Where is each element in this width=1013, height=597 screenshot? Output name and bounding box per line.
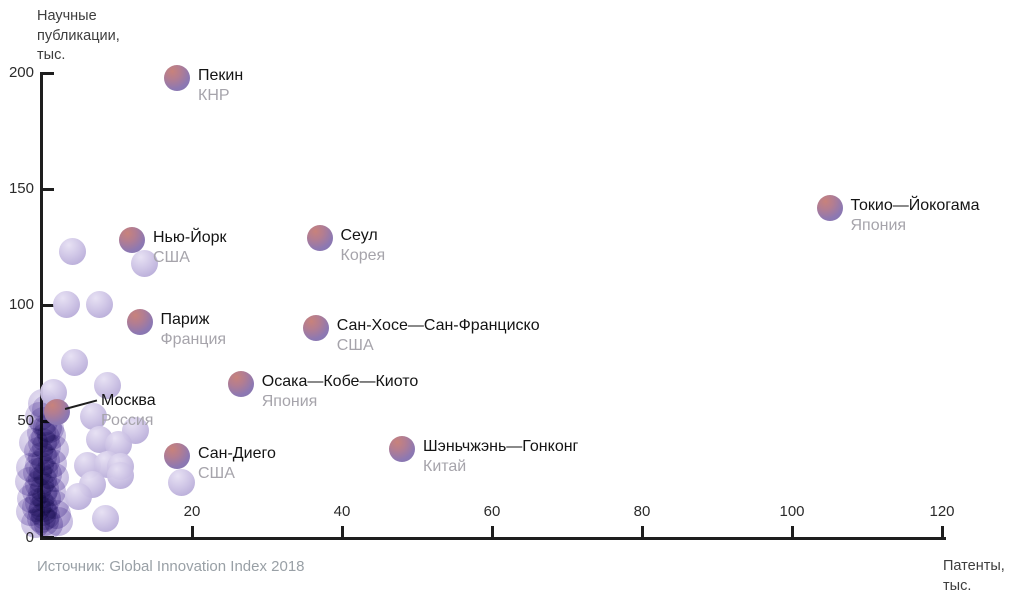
- background-bubble: [60, 348, 88, 376]
- background-bubble: [168, 469, 195, 497]
- x-axis-line: [40, 537, 946, 540]
- country-name: Франция: [160, 330, 227, 348]
- x-axis-tick-label: 60: [483, 503, 501, 520]
- city-name: Сеул: [340, 226, 378, 244]
- city-name: Осака—Кобе—Киото: [261, 373, 419, 391]
- background-bubble: [79, 403, 107, 431]
- x-axis-tick-label: 80: [633, 503, 651, 520]
- x-axis-tick: [490, 526, 494, 538]
- source-note: Источник: Global Innovation Index 2018: [37, 558, 305, 575]
- background-cluster-bubble: [21, 492, 51, 522]
- data-point-bubble: [816, 194, 843, 221]
- data-point-label: Париж Франция: [161, 310, 227, 350]
- x-axis-tick-label: 40: [333, 503, 351, 520]
- background-bubble: [93, 371, 121, 399]
- country-name: Россия: [101, 412, 154, 430]
- country-name: Япония: [850, 216, 907, 234]
- country-name: КНР: [198, 86, 230, 104]
- x-axis-title-line: Патенты,: [943, 558, 1005, 574]
- y-axis-tick-label: 200: [8, 64, 34, 81]
- data-point-bubble: [44, 399, 70, 426]
- country-name: США: [336, 337, 374, 355]
- city-name: Шэньчжэнь—Гонконг: [423, 438, 579, 456]
- data-point-bubble: [302, 315, 329, 342]
- city-name: Сан-Хосе—Сан-Франциско: [336, 317, 540, 335]
- data-point-bubble: [164, 64, 190, 91]
- data-point-label: Сеул Корея: [341, 226, 386, 266]
- city-name: Токио—Йокогама: [850, 196, 980, 214]
- country-name: США: [198, 465, 235, 483]
- x-axis-tick-label: 100: [779, 503, 805, 520]
- data-point-bubble: [119, 227, 145, 254]
- x-axis-tick: [940, 526, 944, 538]
- data-point-label: Сан-Хосе—Сан-Франциско США: [337, 316, 540, 356]
- x-axis-tick: [790, 526, 794, 538]
- x-axis-tick: [640, 526, 644, 538]
- data-point-bubble: [306, 224, 333, 251]
- y-axis-title-line: Научные: [37, 8, 97, 24]
- background-bubble: [53, 290, 81, 318]
- data-point-label: Пекин КНР: [198, 66, 243, 106]
- data-point-label: Токио—Йокогама Япония: [851, 196, 980, 236]
- country-name: Китай: [423, 458, 467, 476]
- background-bubble: [58, 238, 86, 266]
- y-axis-tick-label: 100: [8, 296, 34, 314]
- y-axis-tick: [40, 71, 54, 75]
- background-bubble: [86, 290, 114, 318]
- data-point-label: Осака—Кобе—Киото Япония: [262, 372, 419, 412]
- city-name: Париж: [160, 310, 210, 328]
- city-name: Сан-Диего: [198, 445, 276, 463]
- data-point-label: Сан-Диего США: [198, 444, 276, 484]
- y-axis-tick-label: 150: [8, 180, 34, 198]
- x-axis-tick: [340, 526, 344, 538]
- city-name: Пекин: [198, 66, 244, 84]
- data-point-bubble: [164, 443, 190, 470]
- background-cluster-bubble: [18, 427, 48, 457]
- city-name: Москва: [101, 392, 156, 410]
- data-point-bubble: [126, 308, 153, 335]
- x-axis-title-line: тыс.: [943, 577, 972, 594]
- data-point-bubble: [227, 371, 254, 398]
- background-bubble: [64, 483, 92, 511]
- x-axis-tick-label: 120: [929, 503, 955, 520]
- data-point-label: Шэньчжэнь—Гонконг Китай: [423, 437, 578, 477]
- data-point-bubble: [389, 436, 415, 463]
- country-name: США: [153, 249, 190, 267]
- background-bubble: [107, 462, 135, 490]
- country-name: Корея: [340, 246, 386, 264]
- y-axis-title-line: публикации,: [37, 27, 120, 44]
- background-bubble: [91, 505, 119, 533]
- y-axis-tick: [40, 303, 54, 307]
- city-name: Нью-Йорк: [153, 229, 227, 247]
- background-bubble: [130, 249, 158, 277]
- x-axis-tick-label: 20: [183, 503, 201, 520]
- y-axis-title-line: тыс.: [37, 47, 66, 63]
- data-point-label: Нью-Йорк США: [153, 228, 227, 268]
- country-name: Япония: [261, 393, 318, 411]
- x-axis-tick: [190, 526, 194, 538]
- data-point-label: Москва Россия: [101, 391, 156, 431]
- x-axis-title: Патенты, тыс.: [943, 557, 1005, 596]
- y-axis-tick: [40, 187, 54, 191]
- y-axis-title: Научные публикации, тыс.: [37, 7, 120, 66]
